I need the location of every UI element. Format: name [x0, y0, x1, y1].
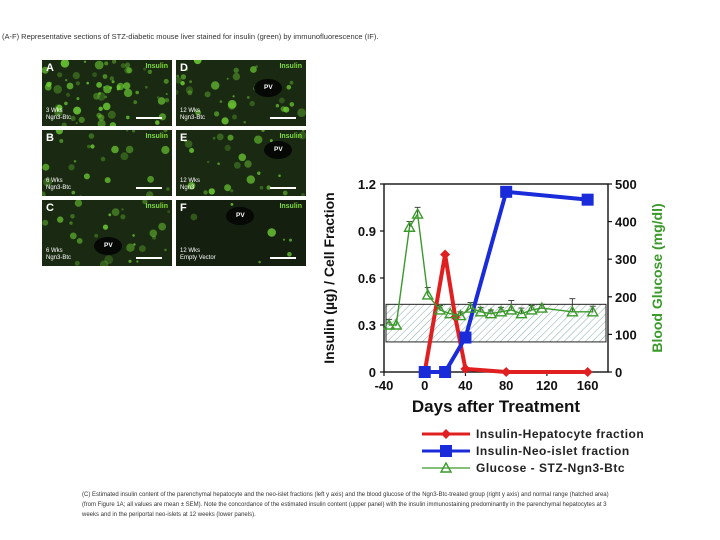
scale-bar [136, 257, 162, 259]
scale-bar [136, 117, 162, 119]
legend-label: Insulin-Neo-islet fraction [476, 444, 630, 458]
y-left-axis-label: Insulin (µg) / Cell Fraction [321, 192, 337, 363]
data-point-square [459, 331, 472, 344]
micrograph-panel-d: D Insulin 12 Wks Ngn3-Btc PV [176, 60, 306, 126]
legend-marker [439, 461, 453, 473]
data-point-diamond [440, 249, 451, 260]
data-point-triangle [515, 307, 528, 319]
micrograph-texture [42, 200, 172, 266]
data-point-square [500, 185, 513, 198]
panel-condition-label: 12 Wks Empty Vector [180, 248, 216, 261]
panel-letter: F [180, 202, 187, 214]
data-point-triangle [535, 301, 549, 313]
data-point-triangle [433, 303, 447, 315]
data-point-triangle [566, 305, 579, 317]
data-point-diamond [460, 363, 471, 374]
x-tick-label: 80 [499, 378, 513, 393]
y-right-tick-label: 500 [615, 177, 637, 192]
x-tick-label: 0 [421, 378, 428, 393]
micrograph-texture [176, 200, 306, 266]
panel-letter: B [46, 132, 54, 144]
panel-stain-label: Insulin [145, 63, 168, 70]
portal-vein-label: PV [264, 84, 273, 91]
y-left-tick-label: 1.2 [358, 177, 376, 192]
data-point-triangle [505, 303, 518, 315]
data-point-triangle [390, 318, 403, 330]
panel-letter: A [46, 62, 54, 74]
micrograph-texture [176, 60, 306, 126]
data-point-triangle [421, 288, 434, 300]
micrograph-texture [42, 60, 172, 126]
scale-bar [136, 187, 162, 189]
panel-letter: D [180, 62, 188, 74]
data-point-diamond [501, 367, 512, 377]
legend-label: Glucose - STZ-Ngn3-Btc [476, 461, 625, 475]
x-axis-label: Days after Treatment [412, 397, 581, 416]
figure-caption-bottom: (C) Estimated insulin content of the par… [82, 492, 609, 518]
panel-condition-label: 3 Wks Ngn3-Btc [46, 108, 72, 121]
panel-stain-label: Insulin [145, 203, 168, 210]
panel-condition-label: 6 Wks Ngn3-Btc [46, 178, 72, 191]
portal-vein-label: PV [274, 146, 283, 153]
micrograph-panel-f: F Insulin 12 Wks Empty Vector PV [176, 200, 306, 266]
micrograph-panel-b: B Insulin 6 Wks Ngn3-Btc [42, 130, 172, 196]
panel-stain-label: Insulin [279, 133, 302, 140]
panel-condition-label: 6 Wks Ngn3-Btc [46, 248, 72, 261]
panel-stain-label: Insulin [279, 203, 302, 210]
data-point-triangle [411, 207, 424, 219]
normal-range-band [385, 303, 607, 343]
y-right-tick-label: 400 [615, 215, 637, 230]
scale-bar [270, 257, 296, 259]
micrograph-texture [176, 130, 306, 196]
micrograph-texture [42, 130, 172, 196]
y-right-tick-label: 0 [615, 365, 622, 380]
data-point-triangle [586, 305, 599, 317]
data-point-square [418, 366, 431, 378]
scale-bar [270, 117, 296, 119]
data-point-triangle [382, 318, 396, 330]
y-right-axis-label: Blood Glucose (mg/dl) [649, 203, 665, 352]
y-right-tick-label: 100 [615, 327, 637, 342]
data-point-triangle [474, 305, 487, 317]
data-point-triangle [494, 305, 508, 317]
x-tick-label: 40 [458, 378, 472, 393]
panel-condition-label: 12 Wks Ngn3-Btc [180, 108, 206, 121]
figure-caption-top: (A-F) Representative sections of STZ-dia… [2, 32, 379, 41]
portal-vein-label: PV [104, 242, 113, 249]
y-left-tick-label: 0.3 [358, 318, 376, 333]
panel-letter: E [180, 132, 188, 144]
x-tick-label: 120 [536, 378, 558, 393]
panel-stain-label: Insulin [279, 63, 302, 70]
data-point-triangle [443, 307, 457, 319]
y-right-tick-label: 200 [615, 290, 637, 305]
data-point-triangle [484, 307, 498, 319]
data-point-triangle [454, 309, 467, 321]
data-point-square [439, 366, 452, 378]
scale-bar [270, 187, 296, 189]
y-left-tick-label: 0.9 [358, 224, 376, 239]
y-left-tick-label: 0.6 [358, 271, 376, 286]
x-tick-label: -40 [375, 378, 394, 393]
y-right-tick-label: 300 [615, 252, 637, 267]
micrograph-panel-a: A Insulin 3 Wks Ngn3-Btc [42, 60, 172, 126]
data-point-diamond [582, 367, 593, 377]
data-point-triangle [464, 301, 477, 313]
legend-label: Insulin-Hepatocyte fraction [476, 427, 644, 441]
panel-condition-label: 12 Wks Ngn3 [180, 178, 201, 191]
data-point-square [581, 193, 594, 206]
micrograph-grid: A Insulin 3 Wks Ngn3-Btc D Insulin 12 Wks Ng… [42, 60, 306, 270]
x-tick-label: 160 [577, 378, 599, 393]
legend-marker [441, 429, 451, 439]
legend-marker [440, 445, 452, 457]
data-point-triangle [403, 220, 416, 232]
micrograph-panel-e: E Insulin 12 Wks Ngn3 PV [176, 130, 306, 196]
micrograph-panel-c: C Insulin 6 Wks Ngn3-Btc PV [42, 200, 172, 266]
panel-letter: C [46, 202, 54, 214]
series-line-triangle [389, 213, 593, 326]
data-point-triangle [525, 303, 538, 315]
portal-vein-label: PV [236, 212, 245, 219]
y-left-tick-label: 0 [369, 365, 376, 380]
panel-stain-label: Insulin [145, 133, 168, 140]
